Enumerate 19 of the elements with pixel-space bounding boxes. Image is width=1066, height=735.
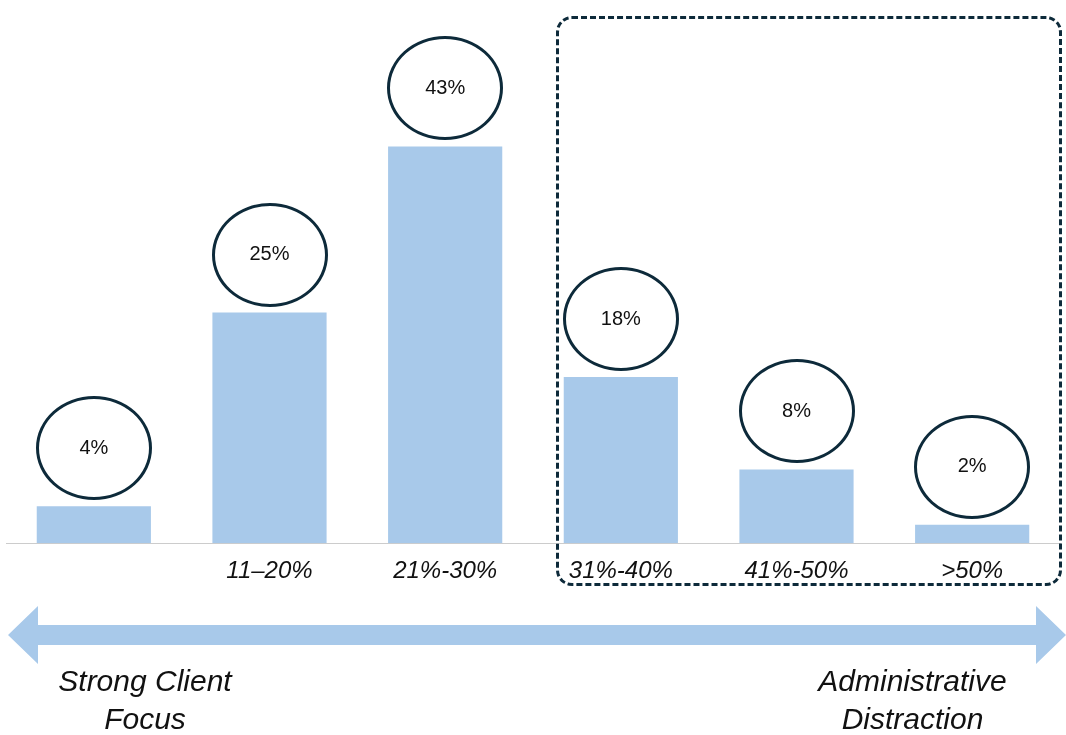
data-label: 43% <box>425 75 466 98</box>
bar <box>563 377 678 544</box>
x-tick-label: >50% <box>941 556 1004 584</box>
data-label: 2% <box>957 454 987 477</box>
bar <box>388 146 503 544</box>
x-tick-label: 11–20% <box>226 556 313 584</box>
bar <box>36 506 151 544</box>
bar <box>739 469 854 544</box>
text: Strong Client Focus <box>57 663 234 735</box>
data-label: 18% <box>600 306 642 329</box>
data-label: 8% <box>782 398 812 421</box>
x-tick-label: 31%-40% <box>568 556 673 584</box>
bar <box>212 312 327 544</box>
x-tick-label: 41%-50% <box>744 556 849 584</box>
bar <box>915 524 1030 544</box>
data-label: 25% <box>249 242 290 265</box>
data-label: 4% <box>79 435 109 458</box>
text: Administrative Distraction <box>816 663 1008 735</box>
x-tick-label: 21%-30% <box>392 556 498 584</box>
